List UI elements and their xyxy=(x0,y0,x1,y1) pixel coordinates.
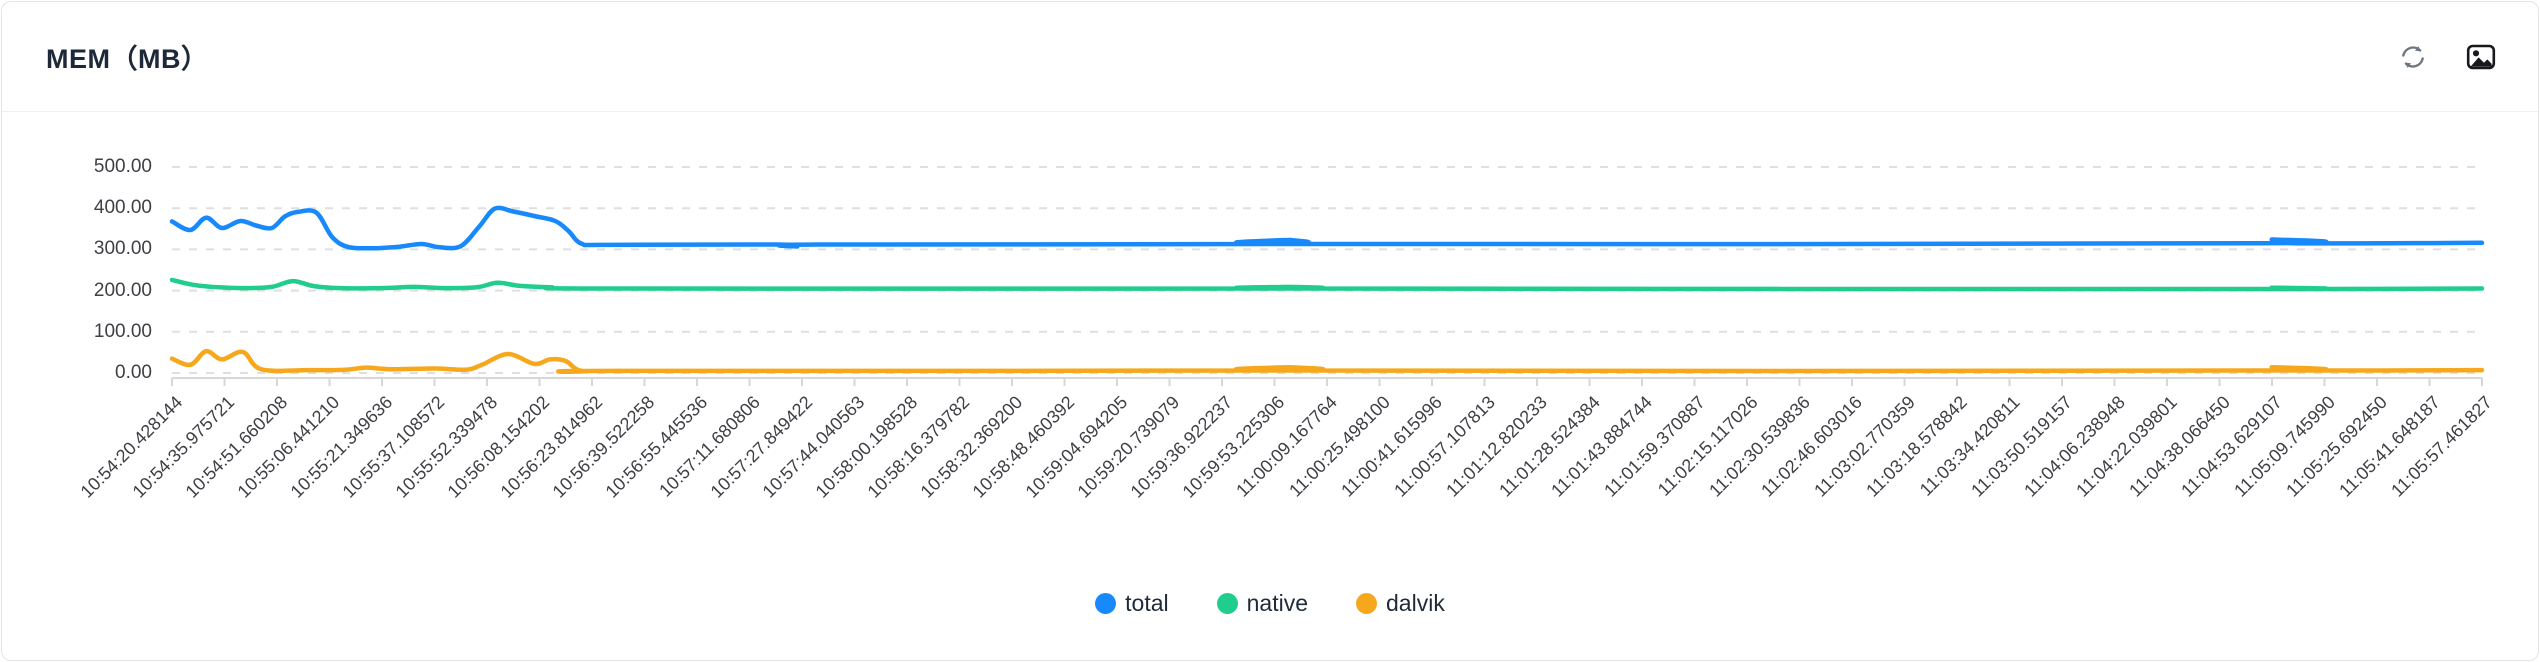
series-line-dalvik xyxy=(169,348,2485,374)
y-tick-label: 500.00 xyxy=(93,156,152,177)
y-tick-label: 400.00 xyxy=(93,197,152,219)
export-image-button[interactable] xyxy=(2464,40,2498,74)
y-tick-label: 200.00 xyxy=(93,279,152,301)
legend-label: total xyxy=(1125,590,1169,616)
legend-item-native[interactable]: native xyxy=(1216,590,1309,617)
y-tick-label: 0.00 xyxy=(115,362,152,383)
legend-dot-icon xyxy=(1095,593,1117,614)
legend-label: dalvik xyxy=(1386,590,1445,616)
chart-area: 500.00 400.00 300.00 200.00 100.00 0.00 10:54… xyxy=(2,112,2538,660)
refresh-icon xyxy=(2397,41,2429,73)
chart-legend: total native dalvik xyxy=(2,590,2538,617)
export-image-icon xyxy=(2465,41,2497,73)
header-actions xyxy=(2396,40,2498,74)
y-tick-label: 100.00 xyxy=(93,320,152,342)
page-title: MEM（MB） xyxy=(46,44,209,74)
card-header: MEM（MB） xyxy=(2,2,2538,112)
legend-item-dalvik[interactable]: dalvik xyxy=(1356,590,1445,617)
series-line-total xyxy=(169,205,2485,251)
legend-dot-icon xyxy=(1216,593,1238,614)
line-chart-canvas xyxy=(169,166,2485,386)
refresh-button[interactable] xyxy=(2396,40,2430,74)
legend-item-total[interactable]: total xyxy=(1095,590,1169,617)
legend-label: native xyxy=(1246,590,1309,616)
series-line-native xyxy=(169,277,2485,292)
y-tick-label: 300.00 xyxy=(93,238,152,260)
legend-dot-icon xyxy=(1356,593,1378,614)
